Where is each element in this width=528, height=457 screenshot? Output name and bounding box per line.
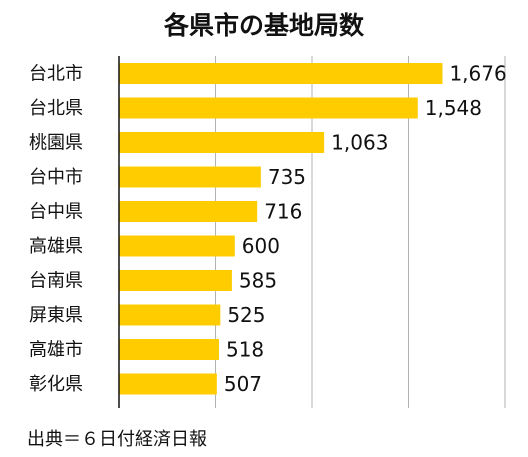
value-label: 525	[227, 303, 265, 327]
category-label: 高雄県	[29, 236, 83, 257]
category-label: 台南県	[29, 271, 83, 292]
value-label: 585	[239, 269, 277, 293]
bar	[119, 235, 235, 257]
bar	[119, 339, 219, 360]
bar	[119, 132, 325, 153]
category-label: 台中県	[29, 202, 83, 223]
category-label: 屏東県	[29, 305, 83, 326]
value-label: 735	[268, 165, 306, 189]
bar	[119, 97, 418, 119]
value-label: 600	[242, 234, 280, 258]
category-label: 台中市	[29, 167, 83, 188]
source-note: 出典＝６日付経済日報	[27, 429, 207, 450]
value-label: 507	[224, 372, 262, 396]
bar	[119, 270, 232, 291]
value-label: 1,548	[425, 96, 482, 120]
value-label: 1,063	[331, 131, 388, 155]
bar	[119, 201, 258, 222]
category-label: 台北市	[29, 64, 83, 85]
bar	[119, 166, 261, 188]
category-label: 桃園県	[29, 133, 83, 154]
value-label: 716	[264, 200, 302, 224]
bar	[119, 373, 217, 395]
chart-title: 各県市の基地局数	[163, 11, 364, 40]
bar	[119, 304, 221, 326]
value-label: 1,676	[449, 62, 506, 86]
category-label: 彰化県	[29, 374, 83, 395]
value-label: 518	[226, 338, 264, 362]
category-label: 高雄市	[29, 340, 83, 361]
category-label: 台北県	[29, 98, 83, 119]
bar	[119, 63, 443, 84]
